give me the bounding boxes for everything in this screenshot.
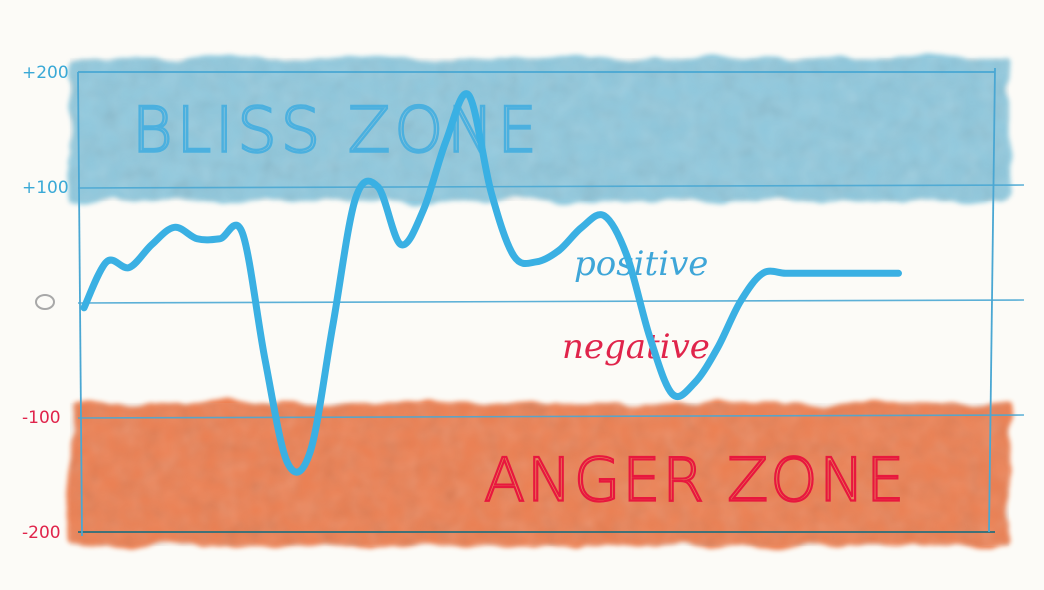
grid-layer [77,67,1025,537]
anger-zone-wash-texture [70,403,1009,546]
series-layer [80,90,902,476]
positive-annotation: positive [574,244,708,284]
tick-label: -200 [22,523,61,543]
anger-zone-wash [70,403,1009,546]
tick-label: +200 [22,63,69,83]
gridline [77,299,1025,304]
tick-label: -100 [22,408,61,428]
frame-left [77,71,83,537]
gridline [77,184,1025,189]
bliss-zone-wash-texture [70,58,1009,201]
gridline [77,414,1025,419]
tick-zero-mark [35,294,55,310]
negative-annotation: negative [562,327,710,367]
bliss-zone-wash [70,58,1009,201]
tick-label: +100 [22,178,69,198]
anger-zone-label: ANGER ZONE [484,446,906,516]
zones-layer [70,58,1009,546]
series-line-0 [80,90,902,476]
frame-right [988,67,996,533]
